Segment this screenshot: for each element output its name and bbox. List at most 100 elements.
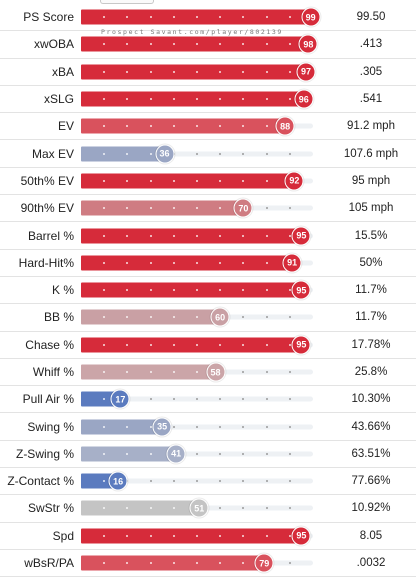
- tick-dot: [265, 43, 268, 46]
- tick-dot: [288, 562, 291, 565]
- stat-value: 11.7%: [355, 311, 387, 324]
- tick-dot: [172, 343, 175, 346]
- percentile-bar: 79: [81, 550, 313, 576]
- tick-dot: [242, 234, 245, 237]
- tick-dot: [242, 179, 245, 182]
- tick-dot: [172, 125, 175, 128]
- stat-label: Max EV: [31, 146, 74, 161]
- tick-dot: [172, 70, 175, 73]
- stat-value: 25.8%: [354, 366, 388, 378]
- percentile-bar: 96: [81, 86, 314, 112]
- stat-value: 77.66%: [351, 475, 391, 488]
- tick-dot: [126, 152, 129, 155]
- stat-label: EV: [57, 119, 74, 134]
- stat-row-barrel-pct: Barrel % 95 15.5%: [0, 222, 416, 250]
- stat-label: wBsR/PA: [24, 556, 74, 571]
- tick-dot: [172, 316, 175, 319]
- percentile-badge: 95: [291, 526, 311, 546]
- tick-dot: [196, 16, 198, 19]
- tick-dot: [103, 562, 106, 565]
- tick-dot: [265, 343, 268, 346]
- tick-dot: [196, 425, 198, 428]
- tick-dot: [149, 398, 152, 401]
- tick-dot: [126, 98, 129, 101]
- stat-value: 43.66%: [351, 420, 391, 433]
- tick-dot: [219, 398, 222, 401]
- percentile-bar-fill: [81, 228, 302, 244]
- percentile-bar: 95: [81, 277, 313, 303]
- percentile-bar-fill: [81, 118, 286, 134]
- percentile-bar-fill: [81, 146, 165, 162]
- tick-dot: [265, 98, 268, 101]
- tick-dot: [126, 371, 129, 373]
- percentile-bar: 88: [81, 113, 313, 139]
- tick-dot: [196, 179, 198, 182]
- tick-dot: [265, 425, 268, 428]
- percentile-bar: 41: [81, 441, 313, 467]
- tick-dot: [103, 152, 106, 155]
- tick-dot: [126, 343, 129, 346]
- tick-dot: [219, 452, 222, 455]
- tick-dot: [172, 562, 175, 565]
- tick-dot: [172, 480, 175, 483]
- tick-dot: [172, 234, 175, 237]
- tick-dot: [196, 316, 198, 319]
- tick-dot: [219, 480, 222, 483]
- tick-dot: [288, 98, 291, 101]
- tick-dot: [149, 343, 152, 346]
- percentile-bar-fill: [81, 555, 265, 571]
- stat-value: 91.2 mph: [347, 120, 395, 133]
- percentile-badge: 95: [291, 335, 311, 355]
- tick-dot: [242, 316, 245, 319]
- tick-dot: [172, 207, 175, 210]
- stat-label: 90th% EV: [20, 201, 74, 216]
- tick-dot: [196, 234, 198, 237]
- tick-dot: [103, 507, 106, 510]
- stat-row-k-pct: K % 95 11.7%: [0, 277, 416, 305]
- stat-label: Z-Contact %: [7, 474, 74, 489]
- stat-row-50thpct-ev: 50th% EV 92 95 mph: [0, 168, 416, 196]
- tick-dot: [288, 507, 291, 510]
- tick-dot: [196, 452, 198, 455]
- percentile-bar: 60: [81, 304, 313, 330]
- tick-dot: [149, 98, 152, 101]
- stat-value: 10.92%: [351, 502, 391, 515]
- tick-dot: [288, 480, 291, 483]
- tick-dot: [288, 16, 291, 19]
- tick-dot: [149, 207, 152, 210]
- tick-dot: [288, 316, 291, 319]
- tick-dot: [242, 534, 245, 537]
- tick-dot: [265, 125, 268, 128]
- stat-row-swstr-pct: SwStr % 51 10.92%: [0, 495, 416, 523]
- tick-dot: [149, 70, 152, 73]
- stat-row-z-swing-pct: Z-Swing % 41 63.51%: [0, 441, 416, 469]
- percentile-badge: 97: [296, 62, 316, 82]
- stat-row-spd: Spd 95 8.05: [0, 523, 416, 550]
- top-tab-edge: [100, 0, 154, 4]
- percentile-bar: 17: [81, 386, 313, 412]
- percentile-bar-fill: [81, 391, 121, 407]
- tick-dot: [219, 261, 222, 264]
- stat-row-xba: xBA 97 .305: [0, 59, 416, 86]
- tick-dot: [242, 70, 245, 73]
- tick-dot: [242, 16, 245, 19]
- tick-dot: [196, 125, 198, 128]
- tick-dot: [219, 207, 222, 210]
- percentile-badge: 17: [110, 389, 130, 409]
- tick-dot: [126, 234, 129, 237]
- percentile-bar-fill: [81, 500, 200, 516]
- tick-dot: [196, 562, 198, 565]
- stat-value: .413: [359, 38, 383, 51]
- tick-dot: [242, 452, 245, 455]
- tick-dot: [126, 289, 129, 292]
- tick-dot: [219, 70, 222, 73]
- percentile-bar-fill: [81, 200, 244, 216]
- percentile-bar: 95: [81, 222, 313, 248]
- percentile-badge: 96: [294, 89, 314, 109]
- percentile-bar: 98: [81, 31, 318, 57]
- tick-dot: [242, 398, 245, 401]
- percentile-bar-fill: [81, 9, 311, 25]
- tick-dot: [265, 289, 268, 292]
- stat-row-xwoba: xwOBA 98 .413: [0, 31, 416, 59]
- stat-label: xBA: [51, 64, 74, 79]
